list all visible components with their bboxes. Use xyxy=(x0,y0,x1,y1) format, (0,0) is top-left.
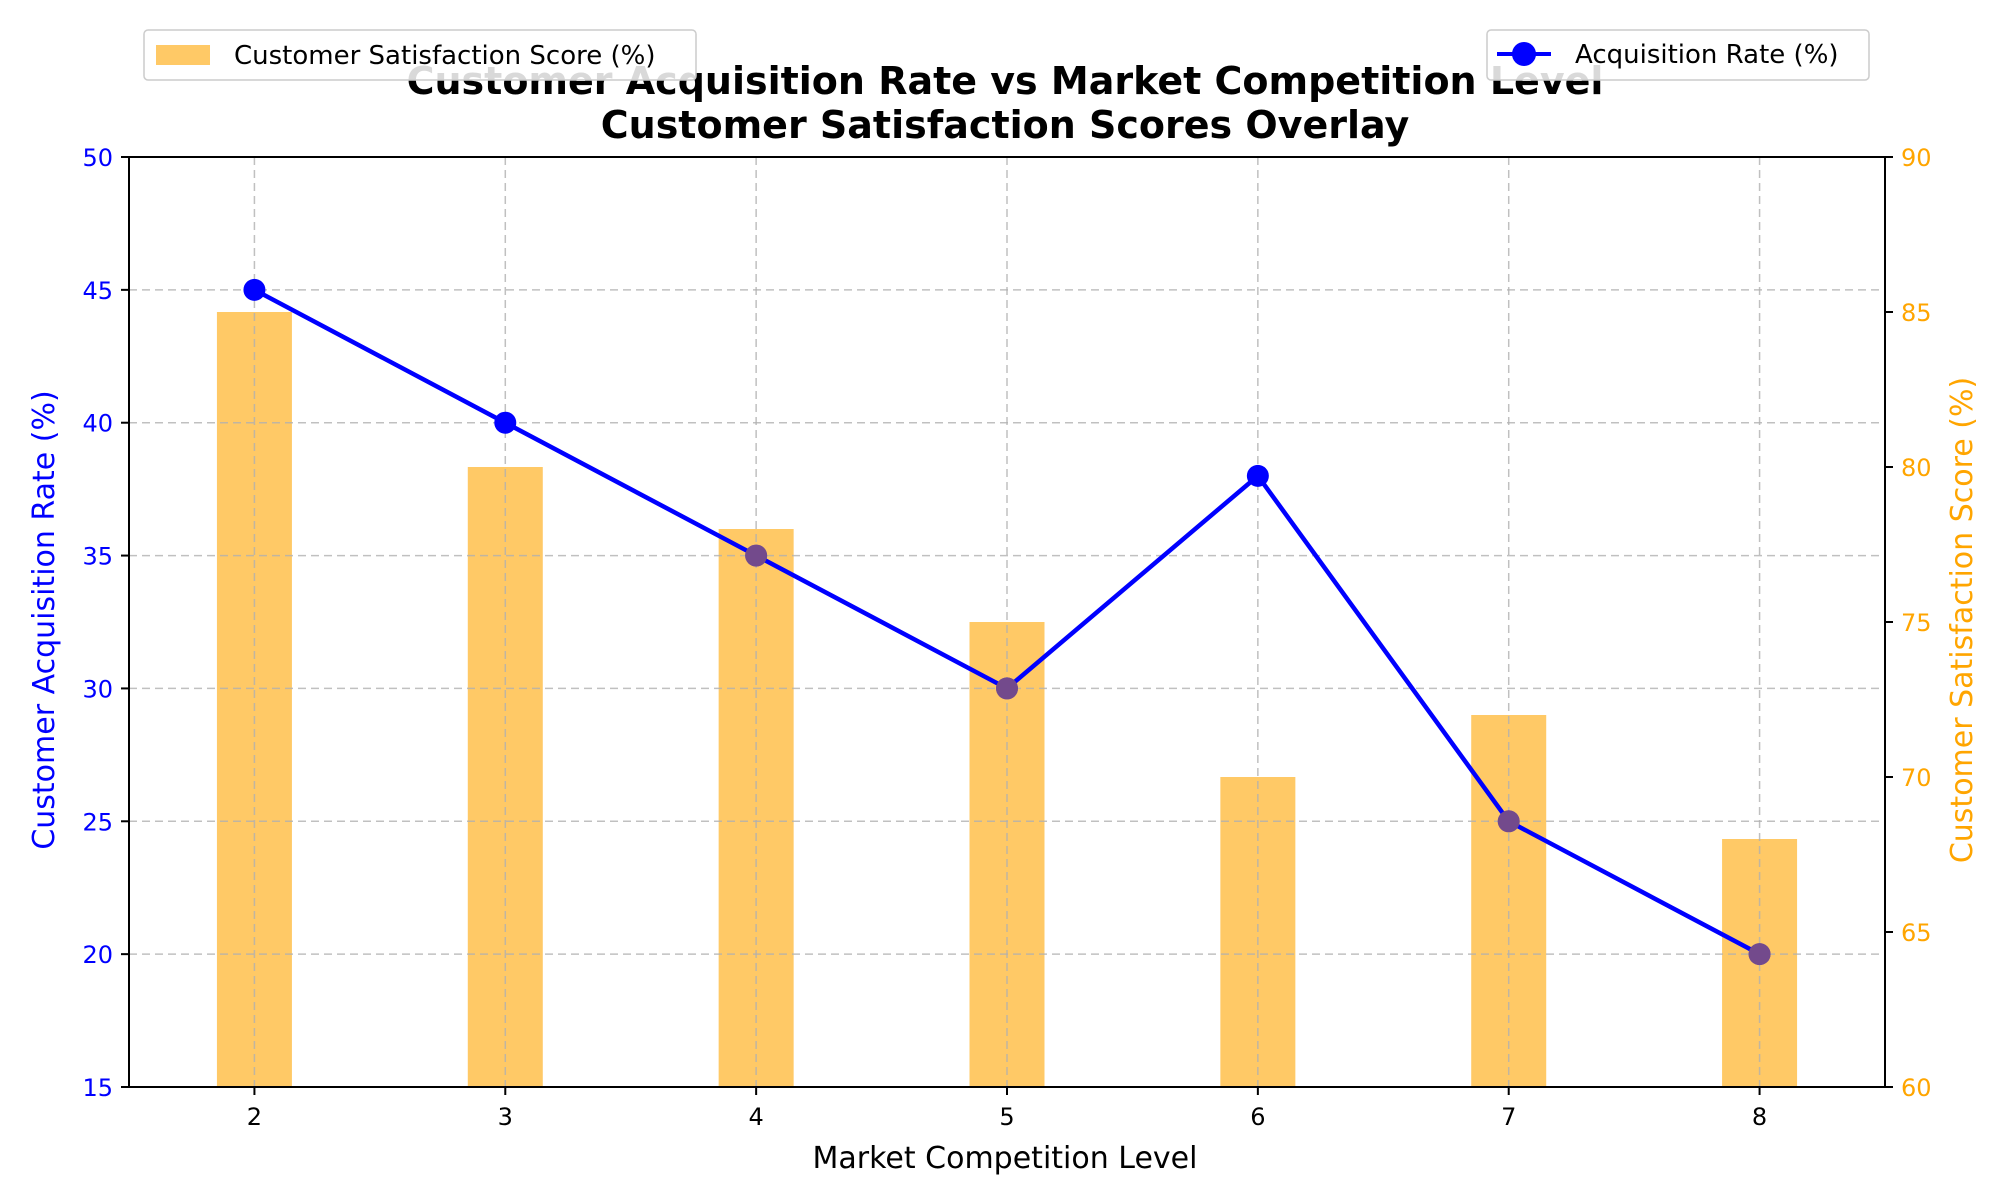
y-right-tick-label: 80 xyxy=(1901,454,1932,482)
x-tick-label: 8 xyxy=(1752,1103,1767,1131)
x-axis-label: Market Competition Level xyxy=(813,1141,1198,1176)
y-axis-right-label: Customer Satisfaction Score (%) xyxy=(1945,377,1980,863)
acquisition-rate-point xyxy=(1748,943,1771,966)
y-right-tick-label: 90 xyxy=(1901,144,1932,172)
y-left-tick-label: 15 xyxy=(82,1074,113,1102)
line-layer xyxy=(243,278,1771,966)
y-left-tick-label: 20 xyxy=(82,941,113,969)
y-left-tick-label: 35 xyxy=(82,543,113,571)
legend-bar-swatch xyxy=(156,45,210,65)
x-tick-label: 2 xyxy=(247,1103,262,1131)
x-tick-label: 6 xyxy=(1250,1103,1265,1131)
chart-title-line2: Customer Satisfaction Scores Overlay xyxy=(601,103,1410,147)
overlap-tint xyxy=(996,677,1018,700)
y-right-tick-label: 75 xyxy=(1901,609,1932,637)
y-right-tick-label: 85 xyxy=(1901,299,1932,327)
x-tick-label: 5 xyxy=(999,1103,1014,1131)
y-left-tick-label: 30 xyxy=(82,675,113,703)
legend-line-label: Acquisition Rate (%) xyxy=(1575,40,1839,70)
overlap-tint xyxy=(1748,943,1771,966)
acquisition-rate-point xyxy=(745,544,768,567)
acquisition-rate-point xyxy=(494,411,517,434)
x-tick-label: 3 xyxy=(498,1103,513,1131)
y-left-tick-label: 45 xyxy=(82,277,113,305)
y-right-tick-label: 70 xyxy=(1901,764,1932,792)
acquisition-rate-point xyxy=(996,677,1018,700)
overlap-tint xyxy=(1497,810,1520,833)
y-axis-left-label: Customer Acquisition Rate (%) xyxy=(27,390,62,849)
legend-left-box xyxy=(143,29,697,81)
overlap-tint xyxy=(745,544,768,567)
y-right-tick-label: 60 xyxy=(1901,1074,1932,1102)
acquisition-rate-point xyxy=(1246,464,1269,487)
y-left-tick-label: 25 xyxy=(82,808,113,836)
x-tick-label: 7 xyxy=(1501,1103,1516,1131)
legend-line-marker xyxy=(1512,42,1536,66)
legend-right-box xyxy=(1486,29,1870,81)
acquisition-rate-point xyxy=(1497,810,1520,833)
y-left-tick-label: 50 xyxy=(82,144,113,172)
x-tick-label: 4 xyxy=(749,1103,764,1131)
acquisition-rate-point xyxy=(243,278,266,301)
legend-right: Acquisition Rate (%) xyxy=(1486,29,1870,81)
legend-bar-label: Customer Satisfaction Score (%) xyxy=(234,41,655,71)
y-left-tick-label: 40 xyxy=(82,410,113,438)
y-right-tick-label: 65 xyxy=(1901,919,1932,947)
legend-left: Customer Satisfaction Score (%) xyxy=(143,29,697,81)
